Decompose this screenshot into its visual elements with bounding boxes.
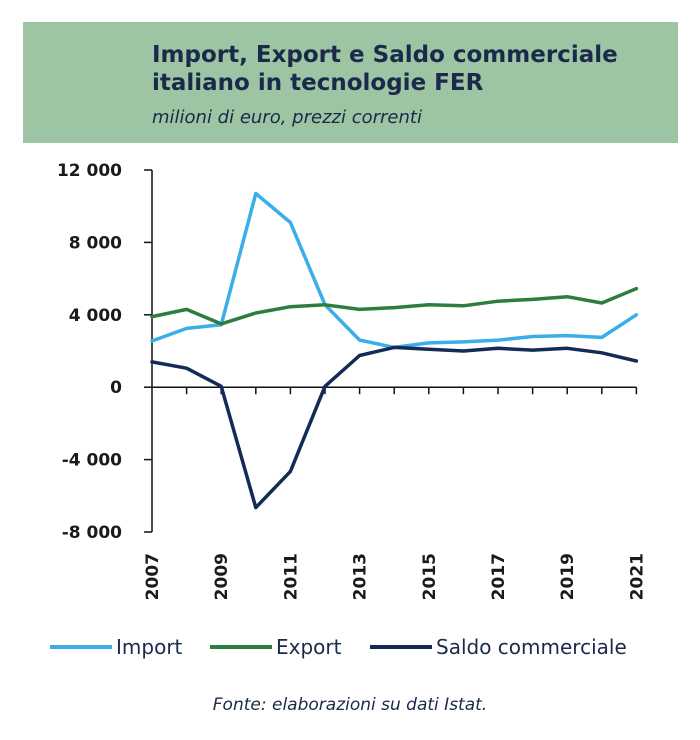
chart-header: Import, Export e Saldo commerciale itali… (23, 22, 678, 143)
source-note: Fonte: elaborazioni su dati Istat. (212, 695, 488, 715)
line-chart: 12 000 8 000 4 000 0 -4 000 -8 000 2007 2009 201… (57, 161, 647, 600)
x-tick-label: 2007 (143, 553, 163, 600)
x-tick-label: 2009 (212, 553, 232, 600)
chart-subtitle: milioni di euro, prezzi correnti (152, 107, 422, 128)
legend-swatch (370, 645, 432, 649)
legend-label: Saldo commerciale (436, 635, 627, 659)
chart-legend: Import Export Saldo commerciale (50, 635, 670, 665)
legend-label: Export (276, 635, 342, 659)
series-line-export (150, 286, 639, 326)
x-tick-label: 2013 (351, 553, 371, 600)
x-tick-label: 2021 (627, 553, 647, 600)
tick-labels: 12 000 8 000 4 000 0 -4 000 -8 000 2007 2009 201… (57, 161, 647, 600)
x-tick-label: 2017 (489, 553, 509, 600)
chart-title-line-1: Import, Export e Saldo commerciale (152, 42, 618, 68)
legend-item: Import (50, 635, 182, 659)
y-tick-label: -8 000 (62, 523, 122, 543)
x-tick-label: 2019 (558, 553, 578, 600)
legend-label: Import (116, 635, 183, 659)
y-tick-label: -4 000 (62, 451, 122, 471)
series-lines (150, 191, 639, 510)
chart-title: Import, Export e Saldo commerciale itali… (152, 41, 618, 97)
x-tick-label: 2011 (281, 553, 301, 600)
y-tick-label: 0 (110, 378, 122, 398)
y-tick-label: 4 000 (69, 306, 122, 326)
legend-item: Saldo commerciale (370, 635, 627, 659)
series-line-saldo-commerciale (150, 345, 639, 510)
y-tick-label: 12 000 (57, 161, 122, 181)
axes (144, 169, 638, 533)
legend-swatch (50, 645, 112, 649)
x-tick-label: 2015 (420, 553, 440, 600)
chart-title-line-2: italiano in tecnologie FER (152, 70, 484, 96)
legend-swatch (210, 645, 272, 649)
legend-item: Export (210, 635, 341, 659)
y-tick-label: 8 000 (69, 233, 122, 253)
